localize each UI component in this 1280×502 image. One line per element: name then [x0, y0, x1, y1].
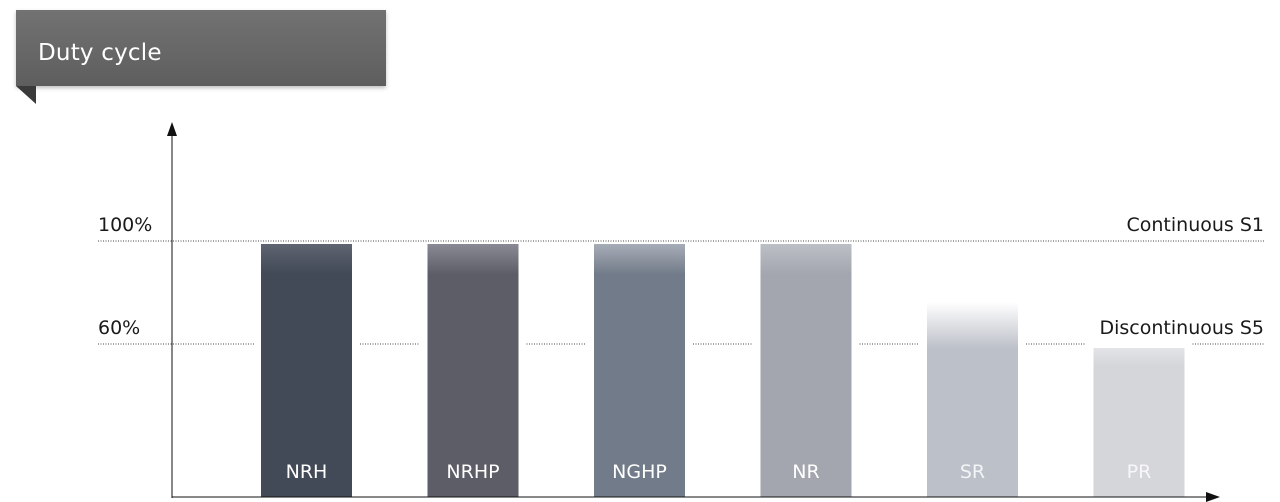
axes: [167, 122, 1220, 502]
title-tab-fold: [16, 86, 36, 104]
labels: NRH NRHP NGHP NR SR PR Continuous S1 Discontinu…: [98, 214, 1264, 483]
bar-label-nghp: NGHP: [612, 461, 667, 483]
chart-title: Duty cycle: [38, 40, 162, 66]
y-tick-label-100: 100%: [98, 214, 152, 236]
y-tick-label-60: 60%: [98, 317, 140, 339]
bar-nrhp: [427, 244, 519, 497]
bar-label-nr: NR: [792, 461, 819, 483]
bars: [261, 244, 1185, 497]
bar-label-pr: PR: [1127, 461, 1152, 483]
x-axis-arrow: [1206, 492, 1220, 502]
ref-label-discontinuous-s5: Discontinuous S5: [1100, 317, 1265, 339]
bar-label-nrhp: NRHP: [446, 461, 499, 483]
bar-nrh: [261, 244, 352, 497]
bar-nr: [760, 244, 852, 497]
bar-label-sr: SR: [960, 461, 985, 483]
reference-lines: [98, 240, 1264, 345]
bar-pr: [1093, 348, 1185, 497]
bar-label-nrh: NRH: [286, 461, 328, 483]
y-axis-arrow: [167, 122, 177, 136]
chart-title-tab: Duty cycle: [16, 10, 386, 86]
bar-nghp: [594, 244, 685, 497]
ref-label-continuous-s1: Continuous S1: [1127, 214, 1265, 236]
bar-sr: [927, 302, 1018, 497]
